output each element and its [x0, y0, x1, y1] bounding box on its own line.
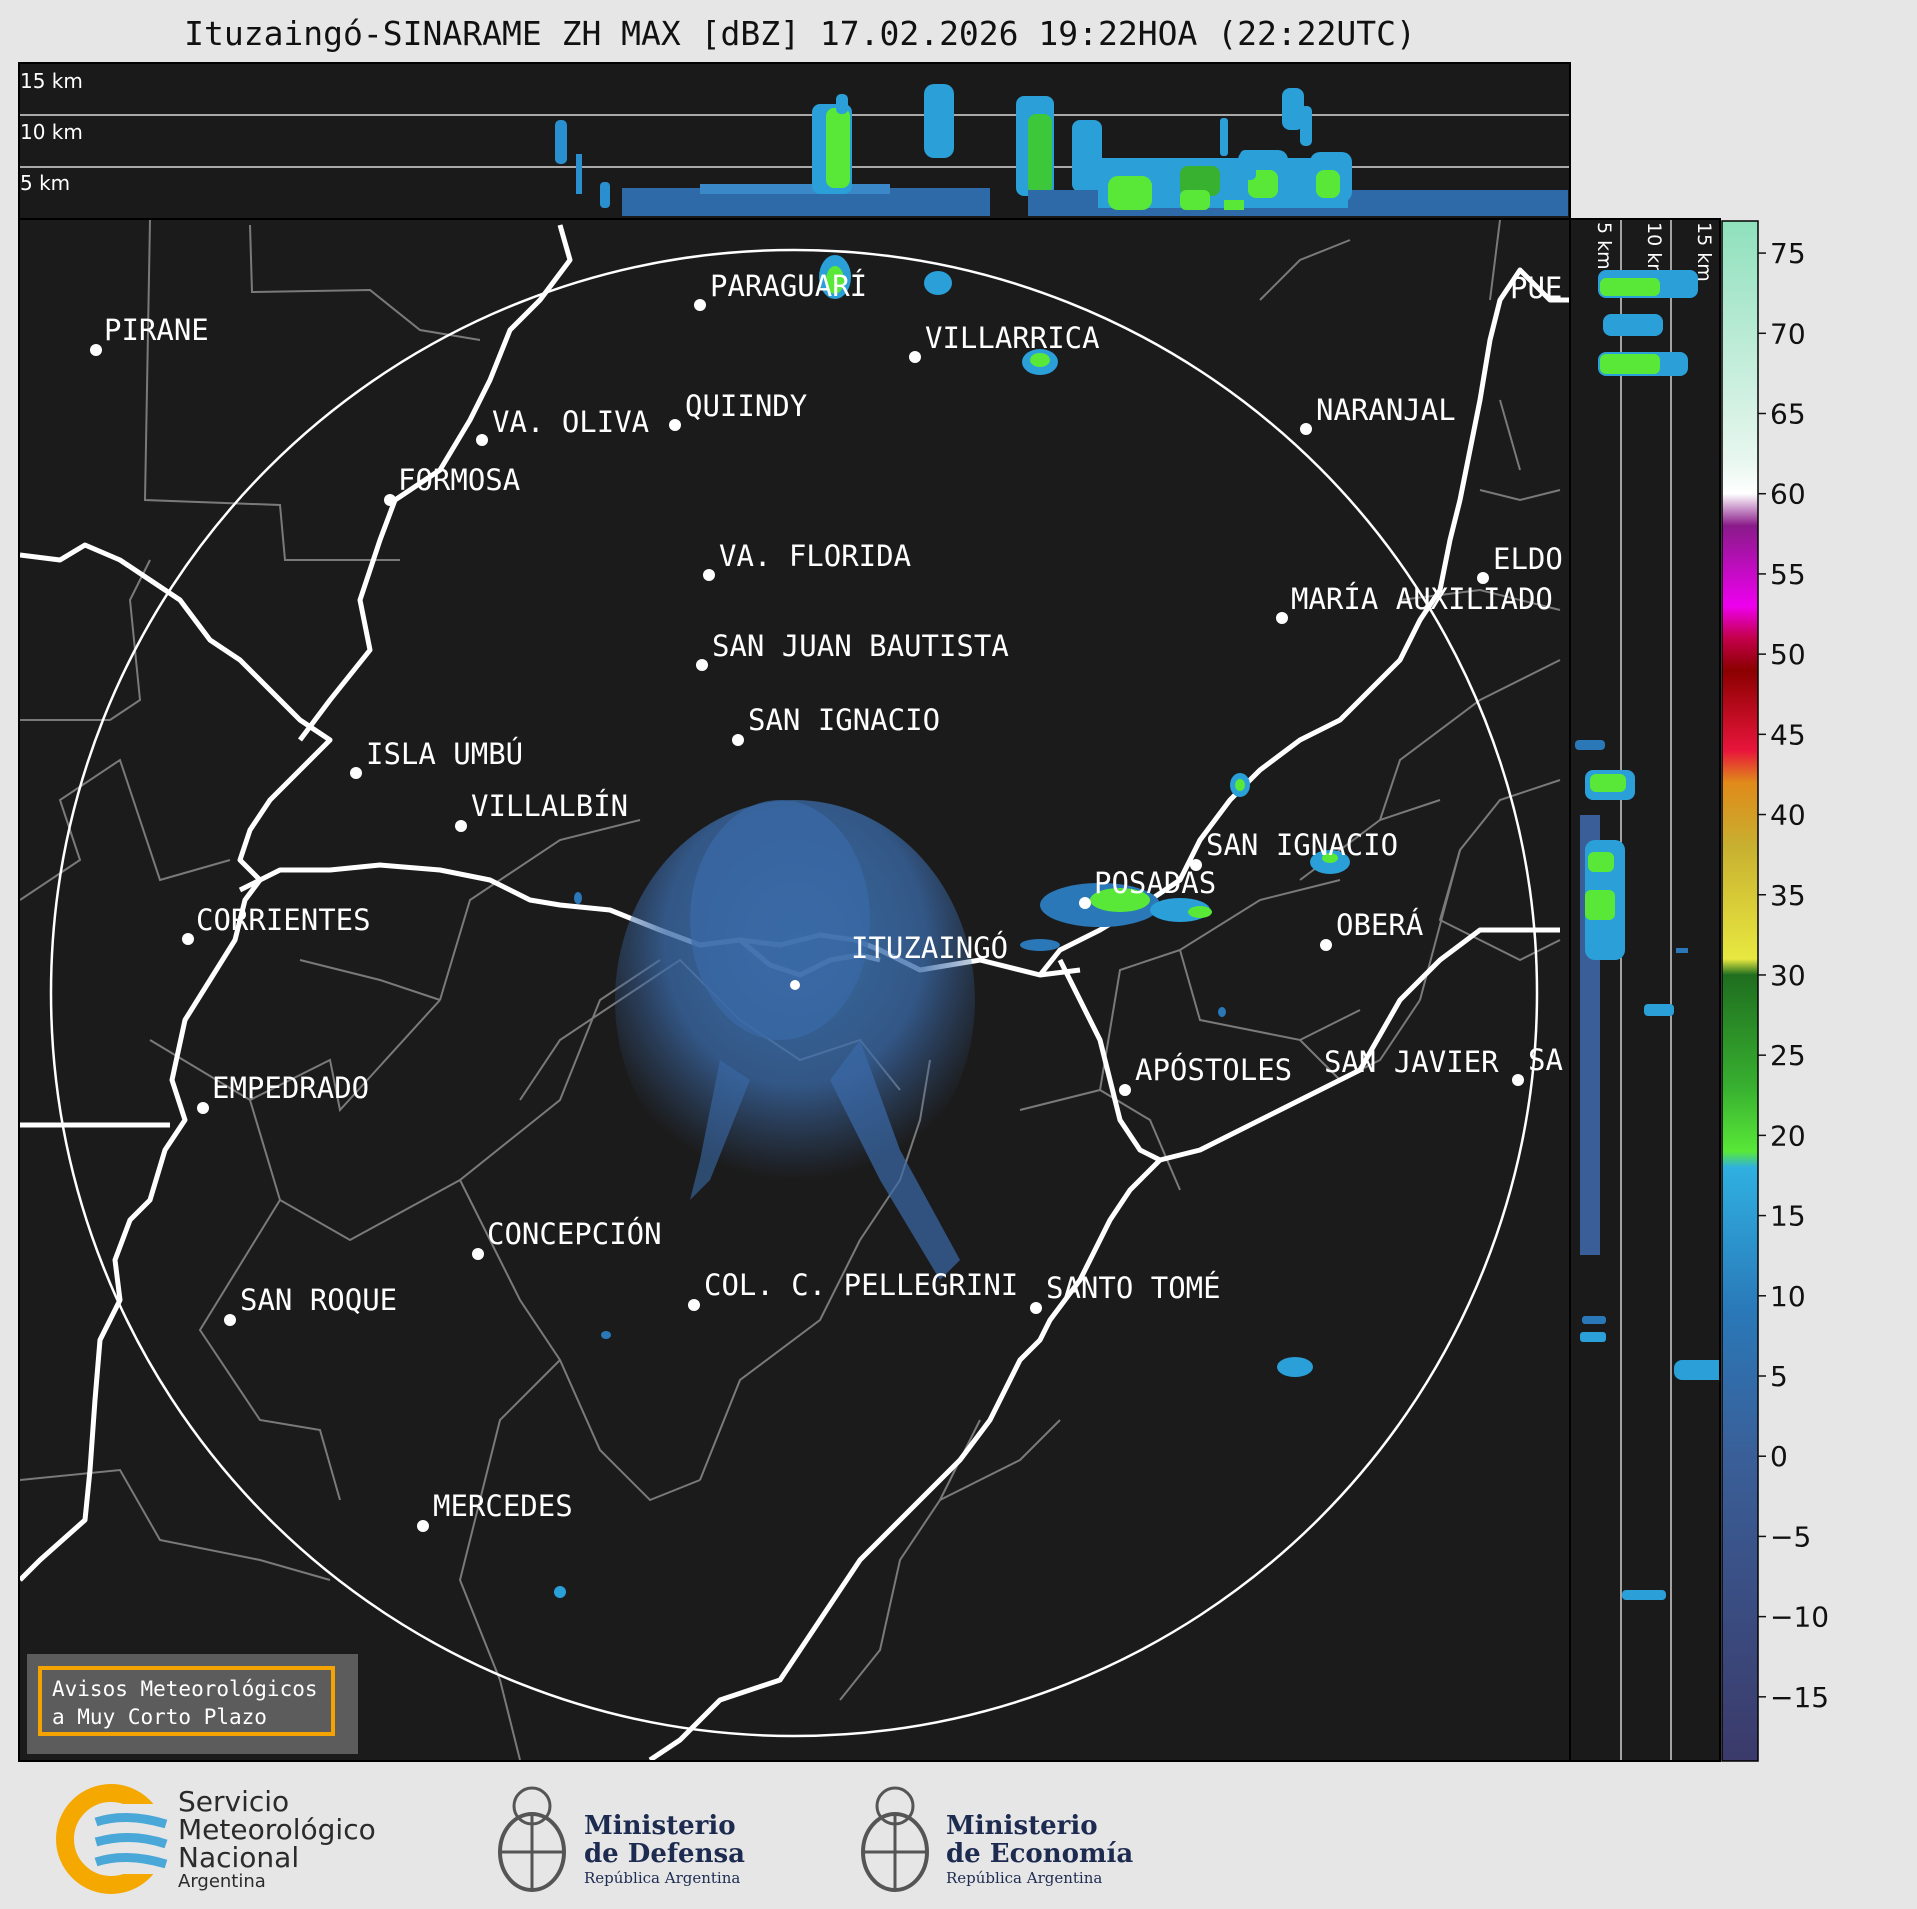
radar-site-label: ITUZAINGÓ: [851, 931, 1008, 965]
city-label: ISLA UMBÚ: [366, 737, 523, 771]
colorbar-tick-label: 20: [1770, 1119, 1806, 1152]
smn-line-4: Argentina: [178, 1871, 266, 1892]
colorbar-tick-label: 55: [1770, 558, 1806, 591]
city-label: VILLARRICA: [925, 321, 1100, 355]
colorbar-tick-label: 15: [1770, 1200, 1806, 1233]
city-label: SA: [1528, 1043, 1563, 1077]
colorbar-tick-label: −10: [1770, 1601, 1829, 1634]
footer-logos: Servicio Meteorológico Nacional Argentin…: [0, 1762, 1917, 1909]
colorbar-tick-label: 5: [1770, 1360, 1788, 1393]
economia-line-1: Ministerio: [946, 1811, 1098, 1841]
height-label-10km: 10 km: [20, 120, 83, 144]
coat-of-arms-icon: [861, 1786, 929, 1892]
warning-box[interactable]: Avisos Meteorológicos a Muy Corto Plazo: [27, 1654, 358, 1754]
height-label-5km: 5 km: [20, 171, 70, 195]
radar-site-marker: [790, 980, 800, 990]
city-label: VILLALBÍN: [471, 789, 628, 823]
city-label: SAN IGNACIO: [1206, 828, 1398, 862]
department-borders: [20, 220, 1561, 1760]
map-title: Ituzaingó-SINARAME ZH MAX [dBZ] 17.02.20…: [184, 14, 1416, 53]
height-label-15km: 15 km: [20, 69, 83, 93]
height-label-15km: 15 km: [1693, 222, 1715, 282]
colorbar-tick-label: 45: [1770, 718, 1806, 751]
defensa-line-3: República Argentina: [584, 1869, 741, 1887]
city-label: VA. OLIVA: [492, 405, 649, 439]
colorbar-tick-label: −15: [1770, 1681, 1829, 1714]
coat-of-arms-icon: [498, 1786, 566, 1892]
smn-logo-icon: [56, 1784, 171, 1894]
colorbar-tick-label: 65: [1770, 398, 1806, 431]
colorbar-tick-label: −5: [1770, 1520, 1811, 1553]
city-label: SAN ROQUE: [240, 1283, 397, 1317]
height-label-10km: 10 km: [1643, 222, 1665, 282]
city-label: POSADAS: [1094, 866, 1216, 900]
city-label: MARÍA AUXILIADO: [1291, 582, 1553, 616]
smn-line-1: Servicio: [178, 1785, 290, 1818]
colorbar-tick-label: 40: [1770, 799, 1806, 832]
colorbar-tick-label: 35: [1770, 879, 1806, 912]
side-echo-profile: [1575, 270, 1719, 1600]
side-cross-section-panel: 5 km 10 km 15 km: [1569, 218, 1721, 1762]
city-label: ELDO: [1493, 542, 1563, 576]
city-label: PIRANE: [104, 313, 209, 347]
smn-logo-text: Servicio Meteorológico Nacional Argentin…: [178, 1788, 376, 1892]
city-label: SAN JAVIER: [1324, 1045, 1499, 1079]
top-cross-section-panel: 15 km 10 km 5 km: [18, 62, 1571, 220]
radar-map-panel: PIRANE PARAGUARÍ VILLARRICA QUIINDY VA. …: [18, 218, 1571, 1762]
city-label: COL. C. PELLEGRINI: [704, 1268, 1018, 1302]
smn-line-2: Meteorológico: [178, 1813, 376, 1846]
city-label: OBERÁ: [1336, 908, 1423, 942]
city-label: CORRIENTES: [196, 903, 371, 937]
city-label: MERCEDES: [433, 1489, 573, 1523]
colorbar-tick-label: 50: [1770, 638, 1806, 671]
colorbar-tick-label: 75: [1770, 237, 1806, 270]
defensa-line-2: de Defensa: [584, 1839, 745, 1869]
city-label: EMPEDRADO: [212, 1071, 369, 1105]
smn-line-3: Nacional: [178, 1841, 300, 1874]
colorbar-tick-label: 0: [1770, 1440, 1788, 1473]
city-label: PARAGUARÍ: [710, 269, 867, 303]
colorbar-tick-label: 30: [1770, 959, 1806, 992]
warning-line-2: a Muy Corto Plazo: [52, 1705, 267, 1729]
defensa-line-1: Ministerio: [584, 1811, 736, 1841]
economia-line-3: República Argentina: [946, 1869, 1103, 1887]
economia-line-2: de Economía: [946, 1839, 1134, 1869]
city-label: QUIINDY: [685, 389, 807, 423]
city-markers: PIRANE PARAGUARÍ VILLARRICA QUIINDY VA. …: [90, 269, 1563, 1532]
warning-button[interactable]: Avisos Meteorológicos a Muy Corto Plazo: [38, 1666, 335, 1736]
city-label: NARANJAL: [1316, 393, 1456, 427]
city-label: SAN JUAN BAUTISTA: [712, 629, 1009, 663]
radar-echoes: [554, 255, 1350, 1598]
range-ring: [49, 248, 1539, 1738]
height-label-5km: 5 km: [1593, 222, 1615, 270]
colorbar-tick-label: 10: [1770, 1280, 1806, 1313]
colorbar-tick-label: 60: [1770, 478, 1806, 511]
city-label: SANTO TOMÉ: [1046, 1271, 1221, 1305]
city-label: CONCEPCIÓN: [487, 1217, 662, 1251]
economia-logo-text: Ministerio de Economía República Argenti…: [946, 1812, 1133, 1888]
colorbar-tick-label: 25: [1770, 1039, 1806, 1072]
warning-line-1: Avisos Meteorológicos: [52, 1677, 318, 1701]
colorbar-tick-label: 70: [1770, 317, 1806, 350]
defensa-logo-text: Ministerio de Defensa República Argentin…: [584, 1812, 745, 1888]
city-label: APÓSTOLES: [1135, 1053, 1292, 1087]
city-label: FORMOSA: [398, 463, 520, 497]
top-echo-profile: [555, 84, 1568, 216]
city-label: PUE: [1510, 271, 1562, 305]
city-label: SAN IGNACIO: [748, 703, 940, 737]
city-label: VA. FLORIDA: [719, 539, 911, 573]
